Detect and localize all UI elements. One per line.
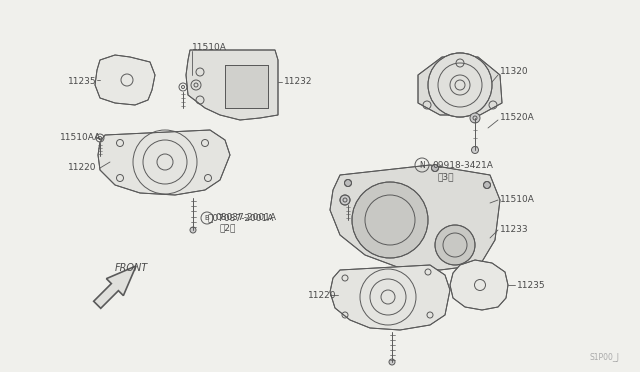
Polygon shape bbox=[450, 260, 508, 310]
Text: 11510AA: 11510AA bbox=[60, 134, 101, 142]
Circle shape bbox=[431, 164, 438, 171]
Circle shape bbox=[344, 180, 351, 186]
Text: 〈2〉: 〈2〉 bbox=[220, 224, 236, 232]
Circle shape bbox=[428, 53, 492, 117]
Circle shape bbox=[470, 113, 480, 123]
Text: 11520A: 11520A bbox=[500, 113, 535, 122]
Text: 11235: 11235 bbox=[517, 280, 546, 289]
Polygon shape bbox=[225, 65, 268, 108]
Text: 11233: 11233 bbox=[500, 225, 529, 234]
Text: N: N bbox=[419, 160, 425, 170]
Text: 11220: 11220 bbox=[68, 164, 97, 173]
Text: 11320: 11320 bbox=[500, 67, 529, 77]
Text: 11232: 11232 bbox=[284, 77, 312, 87]
Polygon shape bbox=[95, 55, 155, 105]
Polygon shape bbox=[418, 57, 502, 115]
Text: 08037-2001A: 08037-2001A bbox=[215, 214, 276, 222]
Circle shape bbox=[435, 225, 475, 265]
Text: B: B bbox=[205, 215, 209, 221]
Text: 11510A: 11510A bbox=[500, 196, 535, 205]
Text: 09918-3421A: 09918-3421A bbox=[432, 160, 493, 170]
Text: 11510A: 11510A bbox=[192, 44, 227, 52]
Polygon shape bbox=[98, 130, 230, 195]
Text: 〈3〉: 〈3〉 bbox=[437, 173, 454, 182]
Circle shape bbox=[352, 182, 428, 258]
Polygon shape bbox=[330, 265, 450, 330]
Text: S1P00_J: S1P00_J bbox=[590, 353, 620, 362]
Polygon shape bbox=[330, 165, 500, 270]
Text: 11235: 11235 bbox=[68, 77, 97, 87]
Circle shape bbox=[389, 359, 395, 365]
Circle shape bbox=[472, 147, 479, 154]
Text: FRONT: FRONT bbox=[115, 263, 148, 273]
Polygon shape bbox=[186, 50, 278, 120]
Text: 11220: 11220 bbox=[308, 291, 337, 299]
Circle shape bbox=[340, 195, 350, 205]
Circle shape bbox=[483, 182, 490, 189]
Text: Ⓓ07087-2001A: Ⓓ07087-2001A bbox=[208, 214, 275, 222]
Polygon shape bbox=[93, 266, 136, 308]
Circle shape bbox=[190, 227, 196, 233]
